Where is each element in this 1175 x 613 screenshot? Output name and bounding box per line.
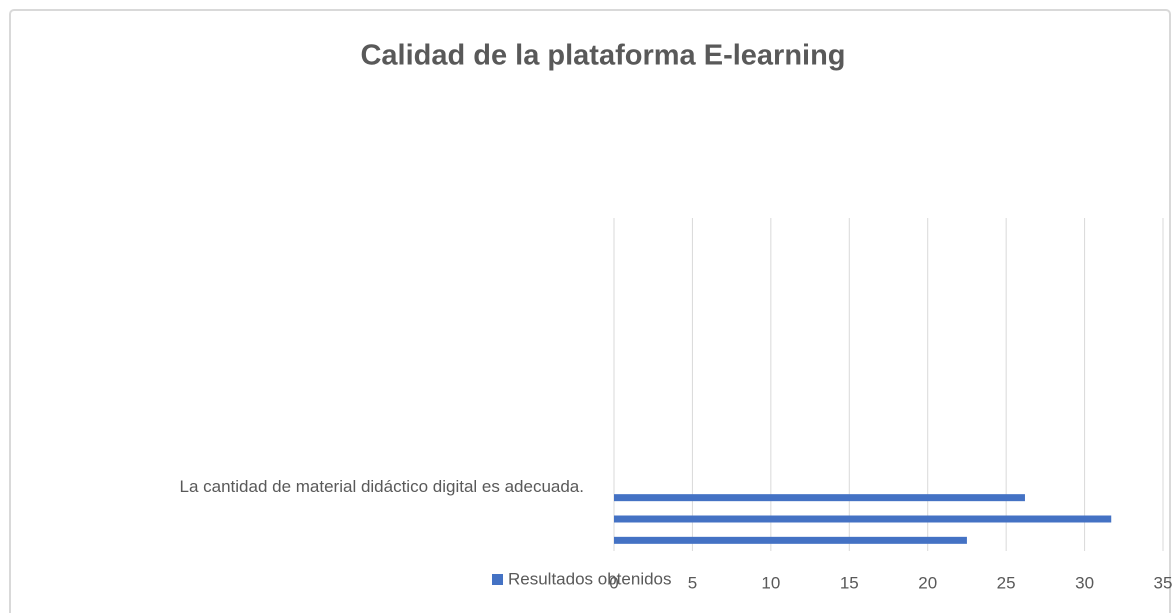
x-tick-label: 20	[918, 573, 937, 592]
bar	[614, 515, 1112, 523]
x-tick-label: 15	[840, 573, 859, 592]
chart-border	[9, 9, 1171, 613]
legend-swatch	[492, 574, 503, 585]
bar	[614, 494, 1025, 502]
bar	[614, 536, 967, 544]
y-tick-label: La cantidad de material didáctico digita…	[180, 477, 585, 496]
x-tick-label: 30	[1075, 573, 1094, 592]
x-tick-label: 10	[761, 573, 780, 592]
legend-label: Resultados obtenidos	[508, 569, 672, 588]
x-tick-label: 25	[997, 573, 1016, 592]
x-tick-label: 35	[1154, 573, 1173, 592]
x-tick-label: 0	[609, 573, 618, 592]
x-tick-label: 5	[688, 573, 697, 592]
chart-title: Calidad de la plataforma E-learning	[360, 40, 845, 72]
